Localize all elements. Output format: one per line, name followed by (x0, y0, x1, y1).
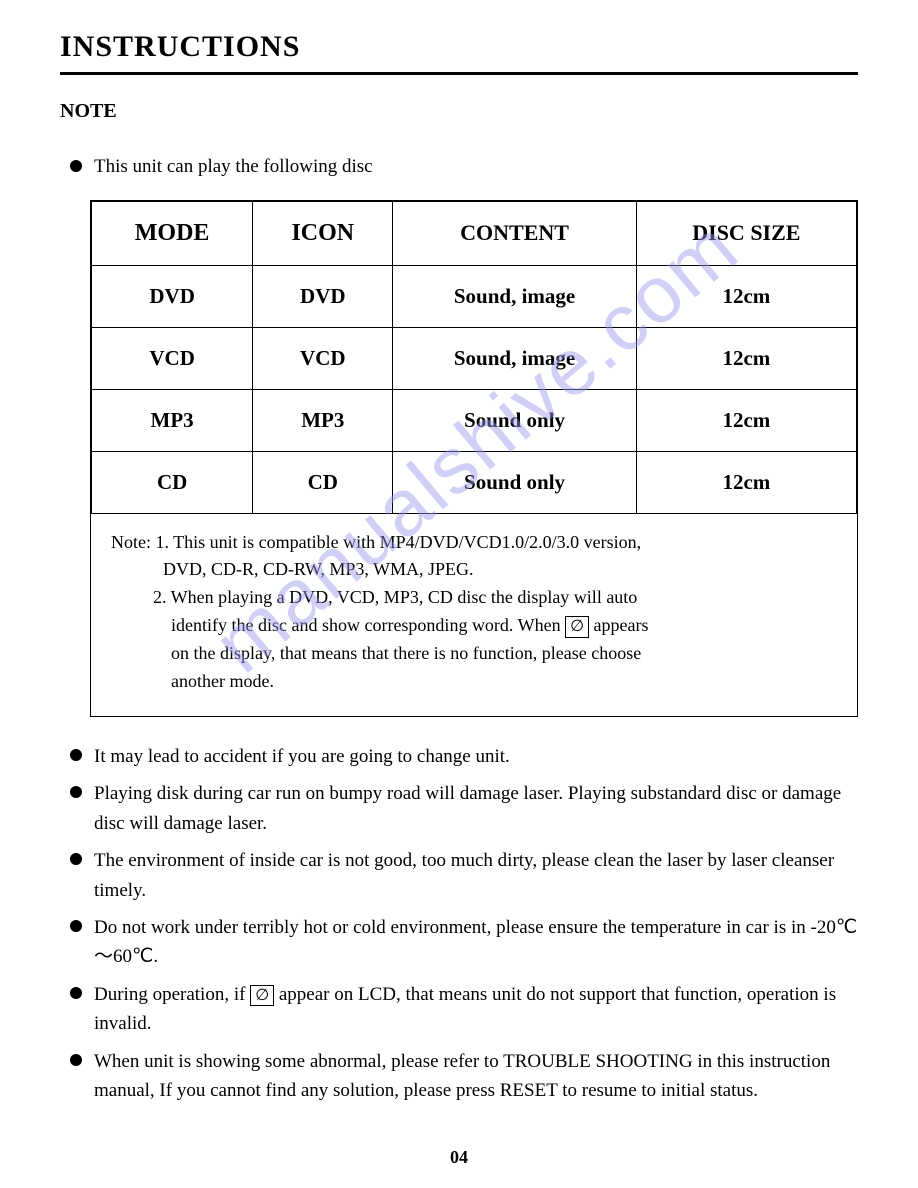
bullet-dot-icon (70, 853, 82, 865)
bullet-item: During operation, if ∅ appear on LCD, th… (70, 980, 858, 1039)
no-function-icon: ∅ (565, 616, 589, 637)
table-cell: CD (92, 451, 253, 513)
table-header: DISC SIZE (636, 201, 856, 265)
bullet-dot-icon (70, 749, 82, 761)
table-cell: 12cm (636, 451, 856, 513)
table-note-line: another mode. (111, 668, 837, 696)
table-note-text: identify the disc and show corresponding… (171, 615, 565, 635)
bullet-dot-icon (70, 1054, 82, 1066)
intro-bullet-text: This unit can play the following disc (94, 153, 858, 182)
bullet-item: Do not work under terribly hot or cold e… (70, 913, 858, 972)
table-note-line: on the display, that means that there is… (111, 640, 837, 668)
table-note-line: identify the disc and show corresponding… (111, 612, 837, 640)
bullet-list: It may lead to accident if you are going… (70, 742, 858, 1106)
bullet-dot-icon (70, 160, 82, 172)
table-cell: Sound only (393, 451, 636, 513)
bullet-text: The environment of inside car is not goo… (94, 846, 858, 905)
table-cell: Sound only (393, 389, 636, 451)
table-header: CONTENT (393, 201, 636, 265)
table-cell: DVD (253, 265, 393, 327)
bullet-text: During operation, if ∅ appear on LCD, th… (94, 980, 858, 1039)
bullet-item: Playing disk during car run on bumpy roa… (70, 779, 858, 838)
table-cell: Sound, image (393, 327, 636, 389)
table-note-box: Note: 1. This unit is compatible with MP… (91, 514, 857, 716)
bullet-text-before: During operation, if (94, 984, 250, 1005)
no-function-icon: ∅ (250, 985, 274, 1006)
table-cell: CD (253, 451, 393, 513)
intro-bullet: This unit can play the following disc (70, 153, 858, 182)
disc-table-container: MODE ICON CONTENT DISC SIZE DVD DVD Soun… (90, 200, 858, 717)
table-header-row: MODE ICON CONTENT DISC SIZE (92, 201, 857, 265)
table-cell: 12cm (636, 265, 856, 327)
table-row: VCD VCD Sound, image 12cm (92, 327, 857, 389)
table-cell: VCD (92, 327, 253, 389)
section-heading: NOTE (60, 100, 858, 123)
bullet-item: When unit is showing some abnormal, plea… (70, 1047, 858, 1106)
bullet-dot-icon (70, 786, 82, 798)
table-cell: 12cm (636, 389, 856, 451)
bullet-item: It may lead to accident if you are going… (70, 742, 858, 771)
table-note-line: Note: 1. This unit is compatible with MP… (111, 529, 837, 557)
table-header: MODE (92, 201, 253, 265)
bullet-text: Do not work under terribly hot or cold e… (94, 913, 858, 972)
table-note-line: 2. When playing a DVD, VCD, MP3, CD disc… (111, 584, 837, 612)
bullet-text: When unit is showing some abnormal, plea… (94, 1047, 858, 1106)
bullet-dot-icon (70, 987, 82, 999)
table-cell: DVD (92, 265, 253, 327)
table-cell: 12cm (636, 327, 856, 389)
bullet-item: The environment of inside car is not goo… (70, 846, 858, 905)
table-cell: Sound, image (393, 265, 636, 327)
bullet-text: It may lead to accident if you are going… (94, 742, 858, 771)
table-row: MP3 MP3 Sound only 12cm (92, 389, 857, 451)
table-cell: MP3 (92, 389, 253, 451)
page-number: 04 (450, 1147, 468, 1168)
table-header: ICON (253, 201, 393, 265)
table-cell: VCD (253, 327, 393, 389)
table-note-text: appears (589, 615, 648, 635)
bullet-dot-icon (70, 920, 82, 932)
page-title: INSTRUCTIONS (60, 30, 858, 75)
bullet-text: Playing disk during car run on bumpy roa… (94, 779, 858, 838)
table-row: DVD DVD Sound, image 12cm (92, 265, 857, 327)
disc-table: MODE ICON CONTENT DISC SIZE DVD DVD Soun… (91, 201, 857, 514)
table-note-line: DVD, CD-R, CD-RW, MP3, WMA, JPEG. (111, 556, 837, 584)
table-row: CD CD Sound only 12cm (92, 451, 857, 513)
table-cell: MP3 (253, 389, 393, 451)
